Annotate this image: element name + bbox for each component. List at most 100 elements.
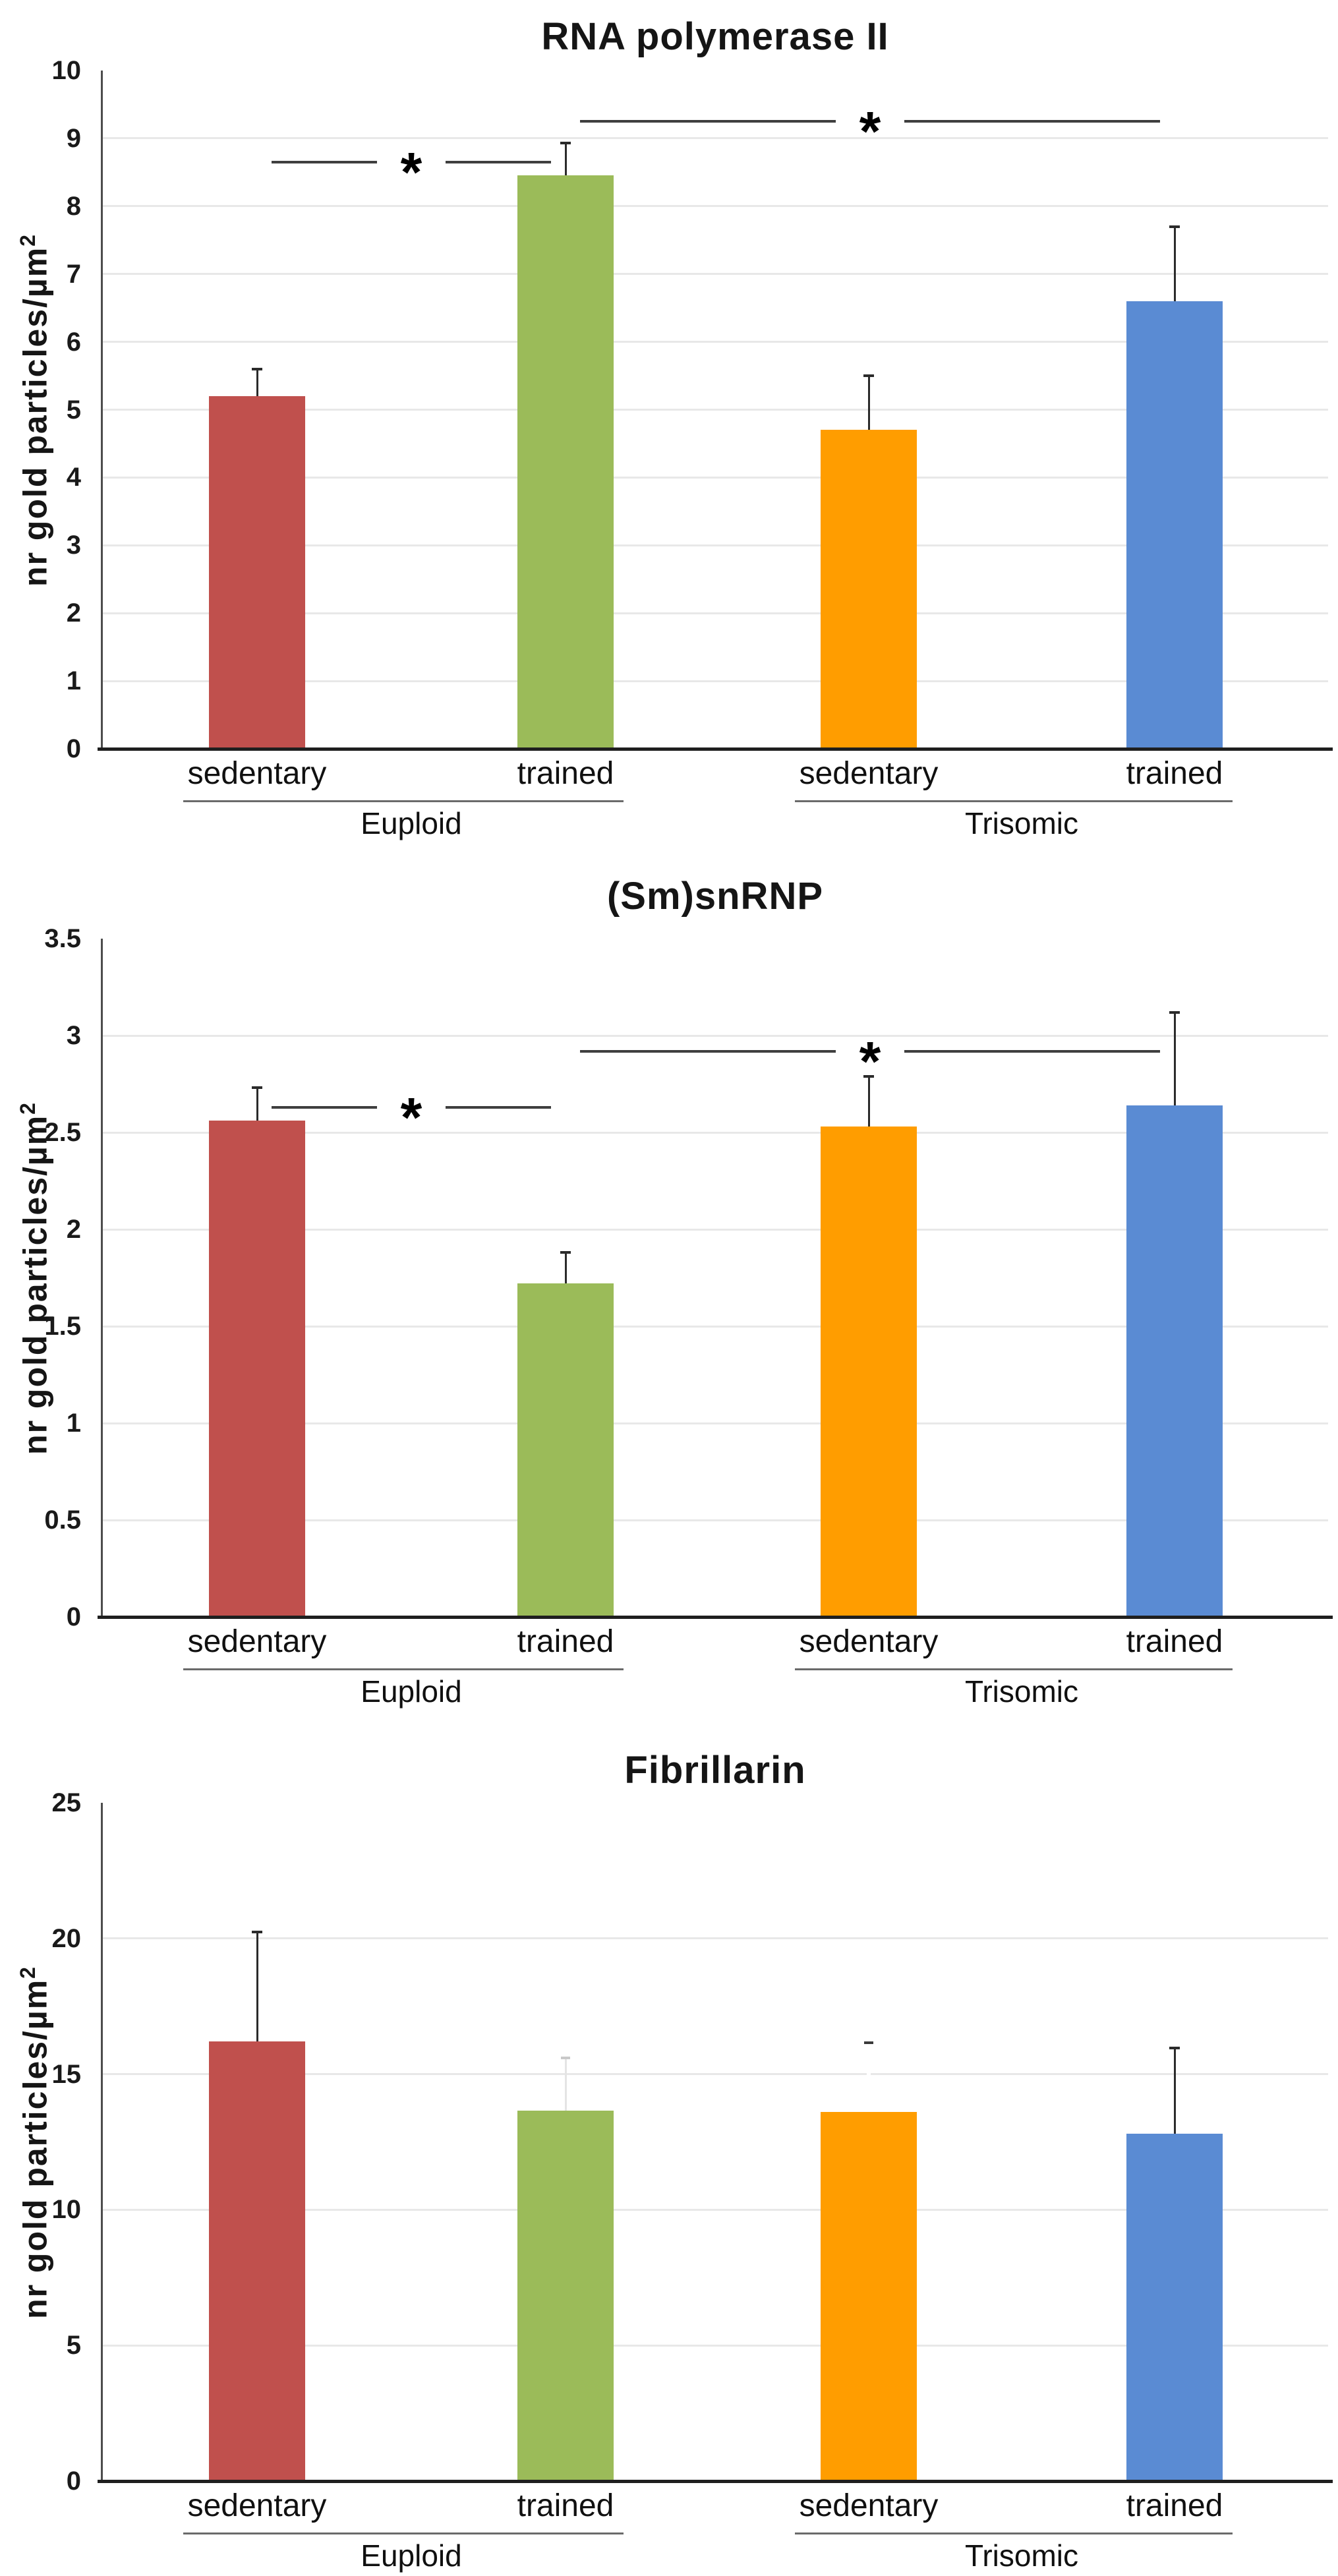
error-bar-cap (252, 1086, 262, 1090)
significance-line (272, 1105, 377, 1109)
significance-star: * (400, 1086, 422, 1148)
significance-line (446, 1105, 551, 1109)
y-tick-label: 2 (66, 1215, 81, 1244)
gridline (102, 1422, 1328, 1424)
group-underline (183, 2532, 624, 2534)
error-bar-cap (1169, 225, 1180, 228)
group-underline (795, 2532, 1233, 2534)
y-axis-line (101, 71, 103, 749)
significance-line (904, 1049, 1160, 1053)
y-axis-title: nr gold particles/µm2 (7, 883, 54, 1674)
y-tick-label: 3 (66, 1021, 81, 1050)
chart-title: RNA polymerase II (541, 15, 889, 58)
y-tick-label: 0 (66, 2467, 81, 2496)
x-tick-label: trained (517, 1624, 614, 1659)
x-tick-label: sedentary (799, 756, 939, 791)
x-axis-line (98, 747, 1333, 751)
y-tick-label: 9 (66, 123, 81, 153)
y-tick-label: 1 (66, 666, 81, 696)
significance-line (446, 160, 551, 163)
group-label: Trisomic (964, 1674, 1079, 1709)
bar (1126, 2134, 1223, 2481)
bar (517, 175, 614, 749)
gridline (102, 409, 1328, 411)
y-tick-label: 3.5 (44, 924, 81, 953)
group-label: Trisomic (964, 806, 1079, 840)
error-bar-cap (252, 367, 262, 370)
significance-line (904, 120, 1160, 123)
x-tick-label: sedentary (187, 2488, 327, 2523)
y-tick-label: 5 (66, 2331, 81, 2360)
bar (821, 2112, 917, 2481)
bar (821, 430, 917, 749)
error-bar-line (564, 143, 567, 176)
bar (209, 395, 305, 749)
y-tick-label: 7 (66, 259, 81, 289)
y-tick-label: 2 (66, 599, 81, 628)
gridline (102, 2073, 1328, 2076)
significance-line (272, 160, 377, 163)
gridline (102, 2344, 1328, 2347)
error-bar-line (867, 2043, 871, 2113)
group-label: Euploid (361, 2538, 462, 2573)
error-bar-cap (864, 2041, 873, 2045)
x-axis-line (98, 1616, 1333, 1619)
y-axis-line (101, 939, 103, 1617)
bar (821, 1127, 917, 1617)
gridline (102, 476, 1328, 479)
error-bar-cap (560, 1251, 571, 1254)
y-axis-title-superscript: 2 (16, 1965, 40, 1979)
y-axis-title-superscript: 2 (16, 233, 40, 247)
y-tick-label: 3 (66, 531, 81, 560)
x-tick-label: sedentary (187, 756, 327, 791)
group-underline (183, 1668, 624, 1670)
y-tick-label: 4 (66, 463, 81, 492)
bar (209, 1121, 305, 1617)
y-tick-label: 2.5 (44, 1118, 81, 1147)
y-tick-label: 15 (51, 2059, 82, 2089)
gridline (102, 205, 1328, 208)
bar (517, 2111, 614, 2481)
error-bar-line (564, 2057, 567, 2111)
gridline (102, 1519, 1328, 1521)
y-tick-label: 20 (51, 1923, 82, 1953)
error-bar-line (867, 1076, 870, 1127)
x-tick-label: trained (1126, 1624, 1223, 1659)
group-underline (795, 800, 1233, 802)
y-tick-label: 0.5 (44, 1506, 81, 1535)
bar (1126, 301, 1223, 749)
gridline (102, 1131, 1328, 1134)
y-axis-line (101, 1803, 103, 2481)
chart-title: (Sm)snRNP (606, 875, 824, 918)
gridline (102, 273, 1328, 276)
gridline (102, 137, 1328, 140)
group-label: Trisomic (964, 2538, 1079, 2573)
gridline (102, 1325, 1328, 1328)
y-tick-label: 6 (66, 327, 81, 357)
error-bar-line (1173, 1012, 1176, 1105)
gridline (102, 2208, 1328, 2211)
gridline (102, 341, 1328, 343)
group-label: Euploid (361, 1674, 462, 1709)
y-tick-label: 1 (66, 1409, 81, 1438)
y-tick-label: 8 (66, 191, 81, 221)
bar (517, 1283, 614, 1617)
gridline (102, 612, 1328, 614)
group-underline (183, 800, 624, 802)
x-tick-label: sedentary (187, 1624, 327, 1659)
error-bar-line (867, 376, 870, 430)
error-bar-line (256, 368, 258, 396)
y-tick-label: 10 (51, 56, 82, 85)
y-tick-label: 0 (66, 734, 81, 763)
y-tick-label: 10 (51, 2195, 82, 2225)
significance-star: * (400, 140, 422, 203)
gridline (102, 1937, 1328, 1940)
group-underline (795, 1668, 1233, 1670)
error-bar-cap (1169, 1010, 1180, 1014)
x-tick-label: trained (517, 756, 614, 791)
error-bar-line (1173, 226, 1176, 301)
error-bar-cap (1169, 2047, 1180, 2050)
error-bar-cap (863, 374, 874, 378)
significance-line (580, 120, 836, 123)
